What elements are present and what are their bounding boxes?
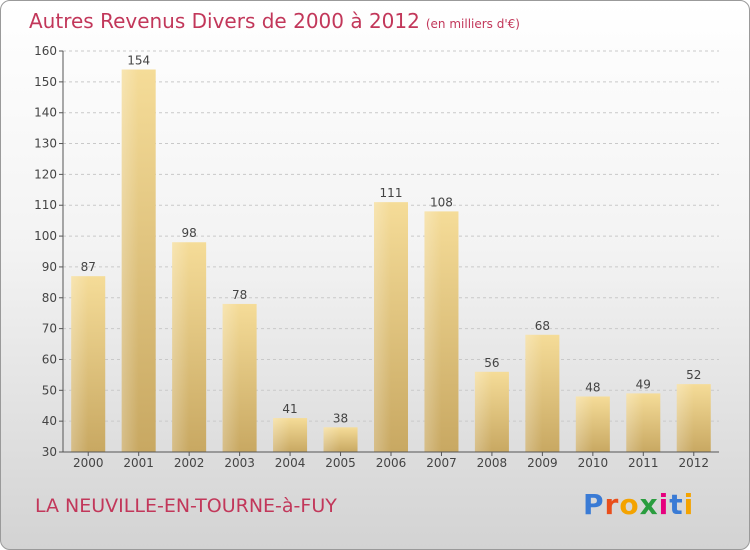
bar-highlight xyxy=(273,418,291,452)
x-tick-label: 2000 xyxy=(73,456,104,470)
x-tick-label: 2007 xyxy=(426,456,457,470)
location-name: LA NEUVILLE-EN-TOURNE-à-FUY xyxy=(35,495,337,517)
x-tick-label: 2005 xyxy=(325,456,356,470)
logo-letter: i xyxy=(658,488,670,521)
y-tick-label: 120 xyxy=(34,167,57,181)
bar-highlight xyxy=(525,334,543,452)
bar-highlight xyxy=(323,427,341,452)
bar-value-label: 52 xyxy=(686,368,701,382)
y-tick-label: 90 xyxy=(42,260,57,274)
y-tick-label: 70 xyxy=(42,322,57,336)
x-tick-label: 2002 xyxy=(174,456,205,470)
bars: 87 154 98 78 41 38 111 108 56 68 48 49 52 xyxy=(71,54,711,452)
bar-value-label: 49 xyxy=(636,377,651,391)
y-tick-label: 130 xyxy=(34,137,57,151)
logo-letter: o xyxy=(619,488,640,521)
x-tick-label: 2001 xyxy=(123,456,154,470)
y-axis: 30 40 50 60 70 80 90 100 110 120 130 140 150 160 xyxy=(34,44,64,459)
x-tick-label: 2012 xyxy=(678,456,709,470)
y-tick-label: 40 xyxy=(42,414,57,428)
bar-highlight xyxy=(626,393,644,452)
bar-highlight xyxy=(222,303,240,452)
logo-letter: t xyxy=(669,488,684,521)
x-axis: 2000 2001 2002 2003 2004 2005 2006 2007 2008 2009… xyxy=(63,451,719,470)
bar-value-label: 87 xyxy=(81,260,96,274)
y-tick-label: 140 xyxy=(34,106,57,120)
bar-highlight xyxy=(121,69,139,452)
bar-value-label: 78 xyxy=(232,288,247,302)
bar-value-label: 108 xyxy=(430,195,453,209)
x-tick-label: 2008 xyxy=(477,456,508,470)
logo-letter: P xyxy=(583,488,605,521)
chart-title: Autres Revenus Divers de 2000 à 2012 (en … xyxy=(29,9,520,33)
logo-letter: r xyxy=(604,488,620,521)
bar-highlight xyxy=(575,396,593,452)
bar-highlight xyxy=(424,211,442,452)
x-tick-label: 2010 xyxy=(578,456,609,470)
x-tick-label: 2009 xyxy=(527,456,558,470)
bar-value-label: 56 xyxy=(484,356,499,370)
bar-value-label: 41 xyxy=(282,402,297,416)
logo-letter: x xyxy=(639,488,659,521)
bar-value-label: 48 xyxy=(585,380,600,394)
x-tick-label: 2011 xyxy=(628,456,659,470)
bar-value-label: 38 xyxy=(333,411,348,425)
y-tick-label: 160 xyxy=(34,44,57,58)
x-tick-label: 2003 xyxy=(224,456,255,470)
y-tick-label: 80 xyxy=(42,291,57,305)
x-tick-label: 2006 xyxy=(376,456,407,470)
x-tick-label: 2004 xyxy=(275,456,306,470)
bar-value-label: 68 xyxy=(535,319,550,333)
y-tick-label: 100 xyxy=(34,229,57,243)
bar-highlight xyxy=(474,371,492,452)
y-tick-label: 30 xyxy=(42,445,57,459)
bar-highlight xyxy=(676,384,694,452)
bar-value-label: 111 xyxy=(380,186,403,200)
bar-value-label: 154 xyxy=(127,54,150,68)
bar-highlight xyxy=(374,202,391,452)
y-tick-label: 110 xyxy=(34,198,57,212)
chart-title-unit: (en milliers d'€) xyxy=(425,17,520,31)
bar-value-label: 98 xyxy=(182,226,197,240)
y-tick-label: 50 xyxy=(42,383,57,397)
y-tick-label: 150 xyxy=(34,75,57,89)
bar-highlight xyxy=(172,242,190,452)
bar-highlight xyxy=(71,276,89,452)
y-tick-label: 60 xyxy=(42,352,57,366)
logo-letter: i xyxy=(683,488,695,521)
chart-title-text: Autres Revenus Divers de 2000 à 2012 xyxy=(29,9,420,33)
proxiti-logo: Proxiti xyxy=(583,488,694,521)
